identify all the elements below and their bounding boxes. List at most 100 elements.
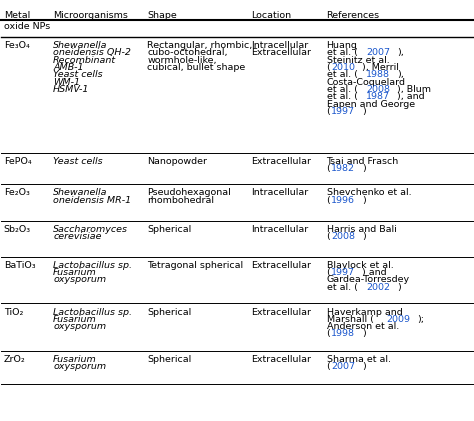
Text: Extracellular: Extracellular <box>251 355 311 364</box>
Text: Harris and Bali: Harris and Bali <box>327 225 396 234</box>
Text: Marshall (: Marshall ( <box>327 315 374 324</box>
Text: Anderson et al.: Anderson et al. <box>327 322 399 331</box>
Text: 2008: 2008 <box>366 85 390 94</box>
Text: 2008: 2008 <box>331 232 356 241</box>
Text: Location: Location <box>251 11 291 20</box>
Text: 2007: 2007 <box>366 48 390 57</box>
Text: Pseudohexagonal: Pseudohexagonal <box>147 188 231 197</box>
Text: oxysporum: oxysporum <box>53 362 106 371</box>
Text: Intracellular: Intracellular <box>251 188 309 197</box>
Text: 1998: 1998 <box>331 330 356 338</box>
Text: Fusarium: Fusarium <box>53 268 97 277</box>
Text: et al. (: et al. ( <box>327 70 357 80</box>
Text: Fe₂O₃: Fe₂O₃ <box>4 188 29 197</box>
Text: Fe₃O₄: Fe₃O₄ <box>4 41 29 50</box>
Text: (: ( <box>327 196 330 205</box>
Text: Fusarium: Fusarium <box>53 355 97 364</box>
Text: ): ) <box>362 164 366 173</box>
Text: Fusarium: Fusarium <box>53 315 97 324</box>
Text: ): ) <box>362 330 366 338</box>
Text: ),: ), <box>397 48 404 57</box>
Text: ): ) <box>362 196 366 205</box>
Text: Extracellular: Extracellular <box>251 307 311 317</box>
Text: Yeast cells: Yeast cells <box>53 157 103 166</box>
Text: oneidensis MR-1: oneidensis MR-1 <box>53 196 131 205</box>
Text: 2009: 2009 <box>387 315 410 324</box>
Text: ): ) <box>362 362 366 371</box>
Text: Tetragonal spherical: Tetragonal spherical <box>147 261 244 270</box>
Text: (: ( <box>327 330 330 338</box>
Text: Spherical: Spherical <box>147 355 191 364</box>
Text: Spherical: Spherical <box>147 225 191 234</box>
Text: 2010: 2010 <box>331 63 356 72</box>
Text: Spherical: Spherical <box>147 307 191 317</box>
Text: ): ) <box>362 232 366 241</box>
Text: AMB-1: AMB-1 <box>53 63 84 72</box>
Text: Tsai and Frasch: Tsai and Frasch <box>327 157 399 166</box>
Text: Rectangular, rhombic,: Rectangular, rhombic, <box>147 41 253 50</box>
Text: Shevchenko et al.: Shevchenko et al. <box>327 188 411 197</box>
Text: 1997: 1997 <box>331 107 356 116</box>
Text: Lactobacillus sp.: Lactobacillus sp. <box>53 307 132 317</box>
Text: );: ); <box>418 315 424 324</box>
Text: oxysporum: oxysporum <box>53 275 106 284</box>
Text: ) and: ) and <box>362 268 387 277</box>
Text: BaTiO₃: BaTiO₃ <box>4 261 36 270</box>
Text: 1988: 1988 <box>366 70 390 80</box>
Text: ): ) <box>397 282 401 292</box>
Text: Extracellular: Extracellular <box>251 261 311 270</box>
Text: Shewanella: Shewanella <box>53 188 108 197</box>
Text: ), Blum: ), Blum <box>397 85 431 94</box>
Text: Lactobacillus sp.: Lactobacillus sp. <box>53 261 132 270</box>
Text: Extracellular: Extracellular <box>251 48 311 57</box>
Text: Sharma et al.: Sharma et al. <box>327 355 391 364</box>
Text: HSMV-1: HSMV-1 <box>53 85 90 94</box>
Text: et al. (: et al. ( <box>327 85 357 94</box>
Text: References: References <box>327 11 380 20</box>
Text: Nanopowder: Nanopowder <box>147 157 208 166</box>
Text: FePO₄: FePO₄ <box>4 157 31 166</box>
Text: cerevisiae: cerevisiae <box>53 232 102 241</box>
Text: (: ( <box>327 164 330 173</box>
Text: Shewanella: Shewanella <box>53 41 108 50</box>
Text: et al. (: et al. ( <box>327 282 357 292</box>
Text: Saccharomyces: Saccharomyces <box>53 225 128 234</box>
Text: (: ( <box>327 63 330 72</box>
Text: Yeast cells: Yeast cells <box>53 70 103 80</box>
Text: oneidensis QH-2: oneidensis QH-2 <box>53 48 131 57</box>
Text: ),: ), <box>397 70 404 80</box>
Text: 1997: 1997 <box>331 268 356 277</box>
Text: rhombohedral: rhombohedral <box>147 196 214 205</box>
Text: et al. (: et al. ( <box>327 48 357 57</box>
Text: TiO₂: TiO₂ <box>4 307 23 317</box>
Text: oxysporum: oxysporum <box>53 322 106 331</box>
Text: (: ( <box>327 268 330 277</box>
Text: 1996: 1996 <box>331 196 356 205</box>
Text: Costa-Coquelard: Costa-Coquelard <box>327 78 406 87</box>
Text: ), and: ), and <box>397 92 425 101</box>
Text: (: ( <box>327 362 330 371</box>
Text: cubo-octohedral,: cubo-octohedral, <box>147 48 228 57</box>
Text: Shape: Shape <box>147 11 177 20</box>
Text: Steinitz et al.: Steinitz et al. <box>327 56 389 65</box>
Text: ZrO₂: ZrO₂ <box>4 355 26 364</box>
Text: Eapen and George: Eapen and George <box>327 100 415 109</box>
Text: Extracellular: Extracellular <box>251 157 311 166</box>
Text: (: ( <box>327 232 330 241</box>
Text: Intracellular: Intracellular <box>251 41 309 50</box>
Text: et al. (: et al. ( <box>327 92 357 101</box>
Text: Blaylock et al.: Blaylock et al. <box>327 261 393 270</box>
Text: Gardea-Torresdey: Gardea-Torresdey <box>327 275 410 284</box>
Text: Metal
oxide NPs: Metal oxide NPs <box>4 11 50 31</box>
Text: 2002: 2002 <box>366 282 390 292</box>
Text: Microorganisms: Microorganisms <box>53 11 128 20</box>
Text: (: ( <box>327 107 330 116</box>
Text: cubical, bullet shape: cubical, bullet shape <box>147 63 246 72</box>
Text: Sb₂O₃: Sb₂O₃ <box>4 225 31 234</box>
Text: wormhole-like,: wormhole-like, <box>147 56 217 65</box>
Text: ): ) <box>362 107 366 116</box>
Text: 2007: 2007 <box>331 362 356 371</box>
Text: Intracellular: Intracellular <box>251 225 309 234</box>
Text: 1987: 1987 <box>366 92 390 101</box>
Text: ), Merril: ), Merril <box>362 63 399 72</box>
